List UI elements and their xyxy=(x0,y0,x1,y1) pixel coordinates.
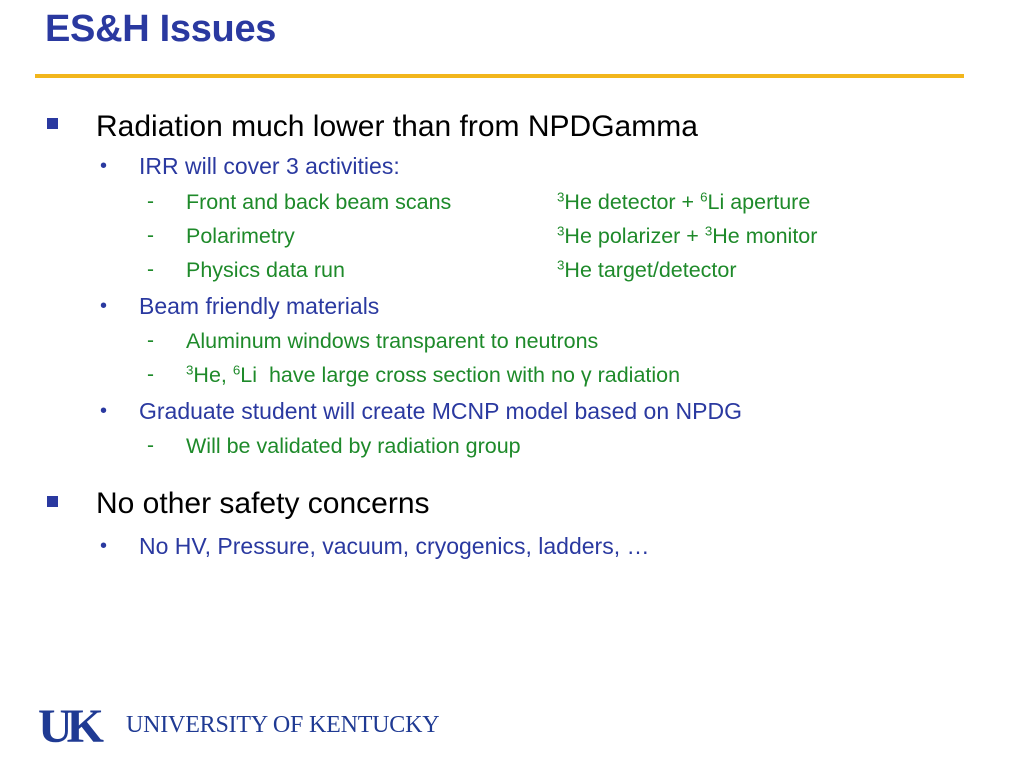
bullet-level3: Will be validated by radiation group xyxy=(186,434,521,458)
title-divider xyxy=(35,74,964,78)
bullet-level2: Graduate student will create MCNP model … xyxy=(139,398,742,424)
square-bullet-icon xyxy=(47,118,58,129)
dash-marker-icon: - xyxy=(147,190,154,213)
uk-logo-mark: UK xyxy=(38,700,104,753)
university-logo: UK UNIVERSITY OF KENTUCKY xyxy=(38,700,440,753)
square-bullet-icon xyxy=(47,496,58,507)
activity-detail: 3He polarizer + 3He monitor xyxy=(557,223,818,248)
bullet-level2: No HV, Pressure, vacuum, cryogenics, lad… xyxy=(139,533,650,559)
activity-item: Physics data run xyxy=(186,258,345,282)
bullet-dot-icon: • xyxy=(100,535,108,557)
activity-detail: 3He detector + 6Li aperture xyxy=(557,189,811,214)
bullet-level3: Aluminum windows transparent to neutrons xyxy=(186,329,599,353)
bullet-dot-icon: • xyxy=(100,155,108,177)
bullet-level2: IRR will cover 3 activities: xyxy=(139,153,400,179)
dash-marker-icon: - xyxy=(147,258,154,281)
university-name: UNIVERSITY OF KENTUCKY xyxy=(126,712,440,738)
bullet-level3: 3He, 6Li have large cross section with n… xyxy=(186,362,681,387)
bullet-dot-icon: • xyxy=(100,400,108,422)
activity-item: Front and back beam scans xyxy=(186,190,452,214)
slide-title: ES&H Issues xyxy=(45,8,277,50)
activity-detail: 3He target/detector xyxy=(557,257,737,282)
bullet-level2: Beam friendly materials xyxy=(139,293,380,319)
bullet-level1: Radiation much lower than from NPDGamma xyxy=(96,110,698,143)
bullet-level1: No other safety concerns xyxy=(96,487,430,520)
dash-marker-icon: - xyxy=(147,224,154,247)
bullet-dot-icon: • xyxy=(100,295,108,317)
dash-marker-icon: - xyxy=(147,434,154,457)
activity-item: Polarimetry xyxy=(186,224,295,248)
dash-marker-icon: - xyxy=(147,363,154,386)
dash-marker-icon: - xyxy=(147,329,154,352)
